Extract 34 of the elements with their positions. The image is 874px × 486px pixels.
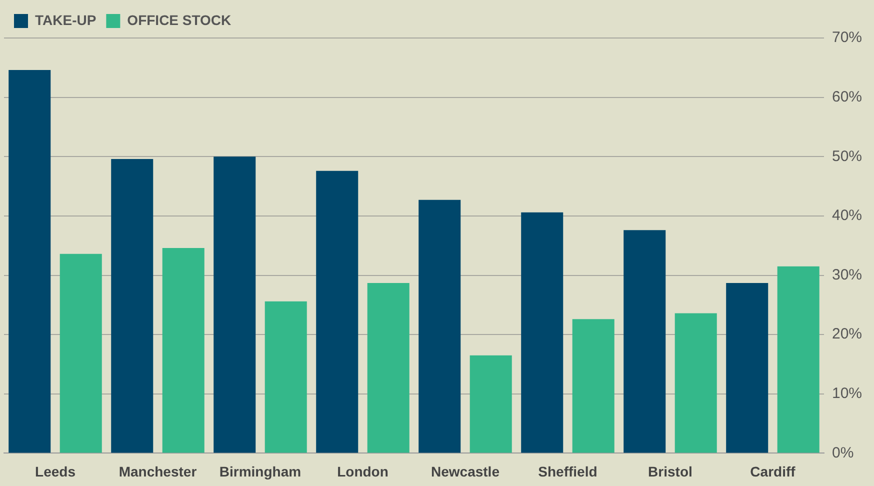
x-tick-label: Sheffield — [538, 463, 598, 480]
bar — [674, 313, 717, 453]
bar — [111, 159, 154, 453]
x-tick-label: London — [337, 463, 388, 480]
y-tick-label: 40% — [832, 207, 862, 224]
x-tick-label: Cardiff — [750, 463, 796, 480]
y-tick-label: 0% — [832, 444, 854, 462]
x-tick-label: Newcastle — [430, 463, 500, 480]
bar — [8, 70, 51, 453]
x-tick-label: Manchester — [118, 463, 198, 480]
bar — [777, 266, 820, 453]
bar — [316, 170, 358, 453]
bar — [60, 254, 102, 453]
y-tick-label: 60% — [832, 88, 862, 106]
y-tick-label: 50% — [832, 148, 862, 165]
bar — [470, 355, 512, 453]
x-tick-label: Bristol — [648, 463, 692, 480]
bar — [264, 301, 307, 453]
x-tick-label: Leeds — [35, 463, 76, 480]
bar — [624, 230, 666, 453]
bar — [162, 248, 204, 453]
bar — [726, 282, 768, 453]
legend-label: TAKE-UP — [35, 12, 96, 28]
legend-label: OFFICE STOCK — [127, 12, 232, 28]
y-tick-label: 70% — [832, 29, 862, 46]
y-tick-label: 10% — [832, 385, 862, 402]
y-tick-label: 20% — [832, 326, 862, 343]
bar — [418, 200, 461, 453]
bar — [367, 282, 410, 453]
bar — [521, 212, 564, 453]
x-tick-label: Birmingham — [219, 463, 302, 480]
bar — [214, 156, 256, 453]
bar — [572, 319, 614, 453]
y-tick-label: 30% — [832, 266, 862, 284]
